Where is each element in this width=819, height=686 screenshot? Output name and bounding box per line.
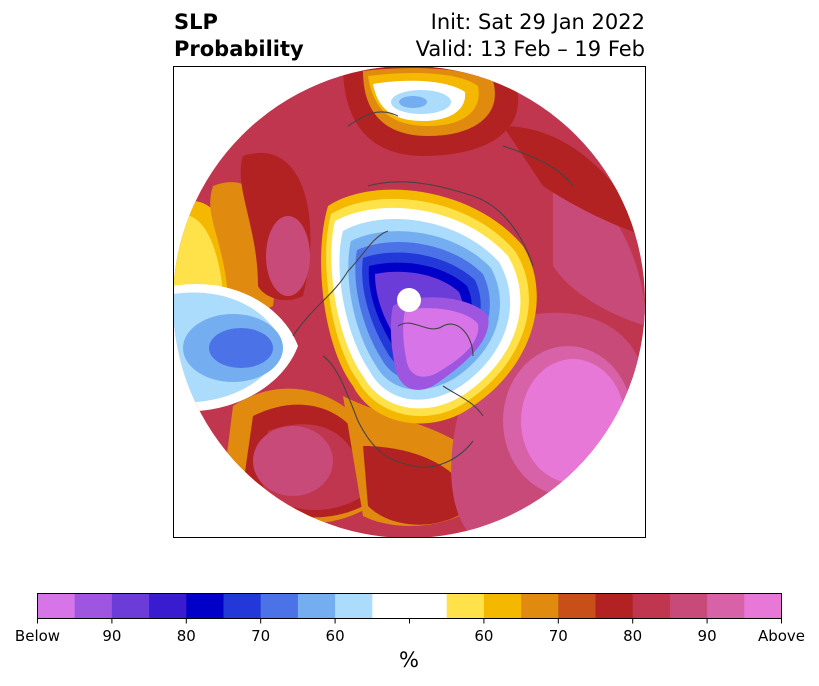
colorbar-cell (483, 593, 522, 619)
colorbar-unit-label: % (399, 648, 419, 672)
northeast-red (503, 126, 645, 236)
colorbar-cell (37, 593, 76, 619)
title-product: Probability (174, 37, 304, 61)
init-date-label: Init: Sat 29 Jan 2022 (430, 10, 645, 34)
colorbar-cell (372, 593, 410, 619)
pole-marker (397, 288, 421, 312)
south-90 (253, 426, 333, 496)
colorbar-tick-label: 90 (697, 627, 717, 645)
na-red (363, 446, 473, 525)
colorbar-cell (297, 593, 336, 619)
colorbar-cell (260, 593, 299, 619)
colorbar-cell (707, 593, 745, 619)
colorbar-cell (446, 593, 485, 619)
colorbar-cell (744, 593, 782, 619)
colorbar-cell (335, 593, 373, 619)
colorbar-tick-label: Below (14, 627, 61, 645)
rim-west-yellow (173, 214, 223, 295)
probability-map (173, 66, 646, 538)
colorbar-cell (409, 593, 448, 619)
colorbar-tick-label: 80 (176, 627, 196, 645)
colorbar-cell (223, 593, 262, 619)
colorbar (37, 593, 782, 624)
west-peak-90 (266, 216, 310, 296)
colorbar-cell (186, 593, 224, 619)
coastlines (292, 111, 574, 468)
arctic-below-peak (403, 308, 479, 377)
valid-range-label: Valid: 13 Feb – 19 Feb (415, 37, 645, 61)
colorbar-cell (595, 593, 634, 619)
title-right: Init: Sat 29 Jan 2022 Valid: 13 Feb – 19… (416, 9, 645, 63)
map-frame (173, 66, 646, 538)
colorbar-cell (74, 593, 113, 619)
colorbar-cell (111, 593, 150, 619)
east-90 (553, 176, 645, 326)
colorbar-cells (37, 593, 782, 619)
title-left: SLP Probability (174, 9, 304, 63)
colorbar-tick-label: 60 (474, 627, 494, 645)
colorbar-cell (558, 593, 596, 619)
title-variable: SLP (174, 10, 218, 34)
colorbar-cell (521, 593, 559, 619)
colorbar-tick-label: Above (757, 627, 806, 645)
colorbar-tick-label: 70 (548, 627, 568, 645)
colorbar-cell (669, 593, 708, 619)
colorbar-tick-label: 70 (251, 627, 271, 645)
colorbar-tick-label: 90 (102, 627, 122, 645)
colorbar-ticks (37, 618, 782, 624)
colorbar-cell (149, 593, 187, 619)
colorbar-tick-label: 60 (325, 627, 345, 645)
pacific-75 (209, 328, 273, 368)
north-low-70 (399, 96, 427, 108)
colorbar-tick-label: 80 (623, 627, 643, 645)
colorbar-cell (632, 593, 671, 619)
